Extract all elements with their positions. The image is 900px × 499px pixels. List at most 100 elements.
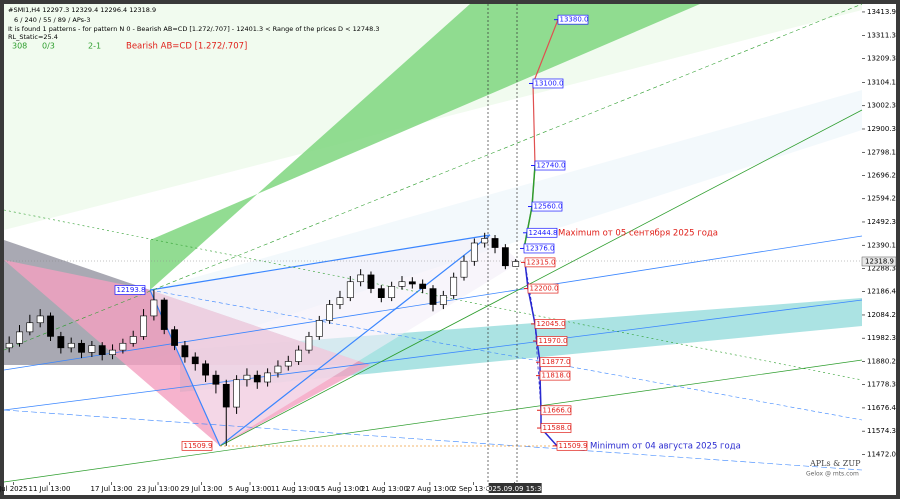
current-price-box — [861, 256, 897, 267]
fork-line — [3, 3, 863, 351]
wave-label: 2-1 — [88, 42, 101, 51]
pattern-info: It is found 1 patterns - for pattern N 0… — [8, 25, 380, 33]
candle-body — [439, 295, 447, 305]
level-label: 12740.0 — [537, 162, 566, 170]
y-tick-label: 12594.2 — [867, 195, 896, 203]
candle-body — [212, 374, 220, 385]
level-label: 11970.0 — [539, 337, 568, 345]
x-tick-label: Jul 2025 — [0, 485, 28, 493]
y-tick-label: 12696.2 — [867, 172, 896, 180]
level-label: 12045.0 — [537, 320, 566, 328]
y-tick-label: 11676.4 — [867, 404, 896, 412]
fork-line — [219, 109, 863, 447]
y-tick-label: 12186.4 — [867, 288, 896, 296]
y-tick-label: 11574.3 — [867, 427, 896, 435]
level-label: 11818.0 — [542, 372, 571, 380]
candle-body — [367, 274, 375, 289]
candle-body — [129, 336, 137, 344]
candle-body — [78, 342, 85, 353]
candle-body — [47, 315, 54, 337]
level-label: 11877.0 — [542, 358, 571, 366]
pivot-box — [181, 440, 213, 451]
candle-body — [88, 345, 96, 353]
x-tick-label: 21 Aug 13:00 — [361, 485, 408, 493]
candle-body — [181, 345, 189, 358]
y-tick-label: 11982.3 — [867, 334, 896, 342]
level-label: 11666.0 — [543, 406, 572, 414]
level-box — [524, 257, 556, 268]
candle-body — [512, 261, 520, 267]
candle-body — [429, 288, 437, 305]
channels — [3, 3, 863, 483]
candle-body — [150, 299, 158, 317]
level-box — [539, 357, 571, 368]
y-tick-label: 12390.1 — [867, 241, 896, 249]
level-box — [534, 160, 566, 171]
candle-body — [16, 331, 23, 344]
candle-body — [460, 260, 468, 278]
level-box — [536, 336, 568, 346]
candle-body — [336, 297, 344, 305]
candle-body — [202, 363, 209, 376]
candle-body — [388, 285, 396, 298]
candle-body — [67, 342, 75, 349]
y-tick-label: 11472.0 — [867, 450, 896, 458]
candle-body — [243, 374, 251, 381]
fork-line — [3, 299, 863, 411]
candle-body — [26, 322, 34, 333]
level-label: 12315.0 — [527, 258, 556, 266]
level-box — [534, 319, 566, 329]
level-label: 13380.0 — [560, 16, 589, 24]
candle-body — [491, 238, 499, 248]
header: #SMI1,H4 12297.3 12329.4 12296.4 12318.9… — [8, 6, 380, 52]
max-annotation: Maximum от 05 сентября 2025 года — [558, 229, 718, 239]
level-box — [557, 14, 589, 25]
candle-body — [408, 281, 416, 285]
candle-body — [253, 374, 261, 383]
y-tick-label: 13002.3 — [867, 102, 896, 110]
candle-body — [315, 320, 323, 337]
x-tick-label: 11 Jul 13:00 — [28, 485, 70, 493]
y-tick-label: 12798.1 — [867, 148, 896, 156]
min-annotation: Minimum от 04 августа 2025 года — [590, 442, 741, 452]
candle-body — [264, 372, 272, 383]
marks: 13380.0 13100.0 12740.0 12560.0 12444.8 12376… — [5, 14, 589, 451]
candle-body — [326, 304, 334, 321]
static-info: RL_Static=25.4 — [8, 33, 58, 41]
candle-body — [57, 336, 65, 349]
x-tick-label: 23 Jul 13:00 — [137, 485, 179, 493]
violet-zone — [150, 235, 520, 446]
x-tick-label: 2 Sep 13:00 — [452, 485, 494, 493]
level-box — [540, 405, 572, 416]
pivot-box — [114, 285, 146, 295]
y-tick-label: 13311.3 — [867, 31, 896, 39]
settings-info: 6 / 240 / 55 / 89 / APs-3 — [14, 16, 91, 24]
watermark-site: Gelox @ mts.com — [806, 471, 859, 478]
x-tick-label: 17 Jul 13:00 — [91, 485, 133, 493]
level-label: 13100.0 — [535, 79, 564, 87]
candle-body — [233, 379, 240, 408]
candle-body — [222, 383, 230, 408]
y-tick-label: 13104.1 — [867, 79, 896, 87]
candle-body — [501, 247, 509, 267]
time-highlight — [488, 483, 542, 493]
candle-body — [398, 281, 406, 287]
level-box — [523, 243, 555, 254]
level-label: 12200.0 — [530, 285, 559, 293]
candle-body — [140, 315, 147, 337]
fork-line — [3, 209, 863, 381]
candle-body — [450, 276, 458, 296]
candle-body — [109, 349, 116, 355]
x-tick-label: 27 Aug 13:00 — [406, 485, 453, 493]
pattern-name: Bearish AB=CD [1.272/.707] — [126, 42, 247, 52]
fork-line — [149, 289, 863, 421]
level-box — [532, 78, 564, 89]
candle-body — [346, 281, 354, 298]
pivot-label: 12193.8 — [117, 286, 146, 294]
level-box — [539, 370, 571, 381]
level-label: 11588.0 — [543, 424, 572, 432]
x-tick-label: 15 Aug 13:00 — [316, 485, 363, 493]
candle-body — [171, 329, 178, 346]
x-tick-label: 11 Aug 13:00 — [271, 485, 318, 493]
candle-body — [305, 336, 313, 351]
